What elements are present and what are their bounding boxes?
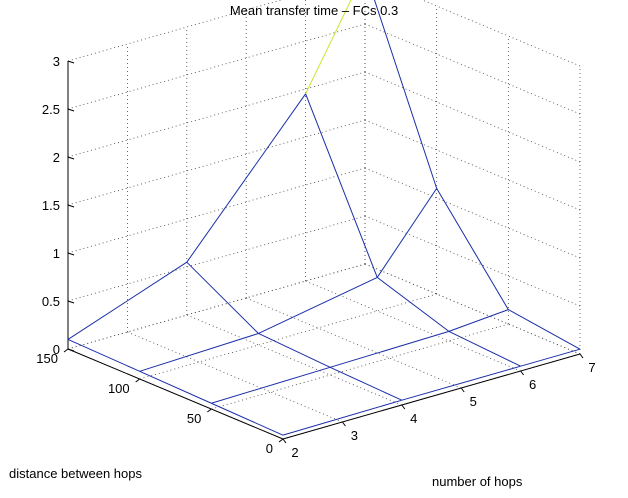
- x-tick: [278, 438, 284, 443]
- z-tick-label: 2.5: [42, 102, 60, 117]
- mesh-line: [508, 309, 581, 350]
- tick-labels: 0 0.5 1 1.5 2 2.5 3 0 50 100 150 2 3 4 5 6 7: [36, 54, 595, 460]
- y-tick: [282, 438, 287, 444]
- y-tick: [460, 387, 465, 393]
- mesh-line: [211, 366, 331, 404]
- x-tick-label: 150: [36, 351, 58, 366]
- z-tick-label: 0: [53, 342, 60, 357]
- mesh-line: [376, 188, 438, 278]
- gridline-y: [127, 331, 343, 423]
- z-tick: [67, 252, 75, 256]
- x-tick: [207, 408, 212, 413]
- surface-mesh: [67, 0, 581, 436]
- z-tick-label: 1: [53, 246, 60, 261]
- z-tick: [67, 204, 75, 208]
- z-tick-label: 1.5: [42, 198, 60, 213]
- x-axis-label: distance between hops: [9, 466, 142, 481]
- mesh-line: [67, 338, 140, 372]
- gridline-y: [186, 314, 402, 406]
- mesh-line: [373, 0, 438, 189]
- y-tick-label: 2: [291, 445, 298, 460]
- grid-lines: [67, 0, 581, 440]
- y-axis-label: number of hops: [432, 474, 523, 489]
- mesh-line: [186, 93, 307, 263]
- y-axis-line: [282, 353, 581, 440]
- z-tick: [67, 156, 75, 160]
- z-tick: [67, 108, 75, 112]
- gridline-y: [364, 263, 581, 355]
- z-tick: [67, 300, 75, 304]
- axes: [63, 60, 584, 444]
- y-tick-label: 3: [351, 428, 358, 443]
- z-tick: [67, 60, 75, 64]
- gridline-z: [364, 167, 581, 259]
- gridline-z: [67, 71, 366, 158]
- mesh-line: [186, 261, 259, 334]
- gridline-x: [211, 323, 509, 410]
- y-tick-label: 6: [529, 377, 536, 392]
- z-tick-label: 0.5: [42, 294, 60, 309]
- mesh-line: [305, 93, 378, 278]
- gridline-z: [67, 23, 366, 110]
- z-tick-label: 3: [53, 54, 60, 69]
- mesh-line: [436, 188, 509, 310]
- x-axis-line: [67, 348, 284, 440]
- gridline-x: [139, 293, 437, 380]
- y-tick-label: 4: [410, 411, 417, 426]
- y-tick-label: 7: [588, 360, 595, 375]
- mesh-line: [401, 365, 521, 401]
- gridline-z: [67, 215, 366, 302]
- gridline-z: [67, 167, 366, 254]
- z-tick-label: 2: [53, 150, 60, 165]
- gridline-z: [364, 119, 581, 211]
- gridline-z: [364, 215, 581, 307]
- mesh-line: [67, 261, 188, 340]
- mesh-line: [329, 366, 403, 401]
- gridline-z: [364, 23, 581, 115]
- x-tick: [135, 378, 140, 383]
- mesh-line: [282, 399, 402, 436]
- gridline-x: [67, 263, 366, 350]
- z-tick: [67, 348, 75, 352]
- mesh-line: [211, 402, 284, 436]
- x-tick-label: 50: [187, 411, 201, 426]
- gridline-y: [246, 297, 462, 389]
- y-tick: [579, 353, 584, 359]
- mesh-line: [329, 330, 450, 368]
- gridline-z: [421, 0, 581, 67]
- mesh-line: [376, 277, 450, 332]
- x-tick: [63, 348, 69, 353]
- x-tick-label: 100: [108, 381, 130, 396]
- mesh-line: [448, 330, 521, 367]
- gridline-z: [364, 71, 581, 163]
- mesh-line: [139, 370, 212, 404]
- mesh-line: [305, 0, 352, 95]
- mesh-line: [258, 333, 331, 368]
- mesh-line: [448, 309, 509, 332]
- mesh-line: [139, 333, 259, 372]
- chart-title: Mean transfer time – FCs 0.3: [229, 3, 399, 18]
- mesh-line: [258, 276, 378, 334]
- y-tick: [401, 404, 406, 410]
- mesh-line: [520, 348, 581, 367]
- x-tick-label: 0: [266, 441, 273, 456]
- y-tick: [341, 421, 346, 427]
- y-tick-label: 5: [470, 394, 477, 409]
- y-tick: [520, 370, 524, 376]
- gridline-y: [305, 280, 521, 372]
